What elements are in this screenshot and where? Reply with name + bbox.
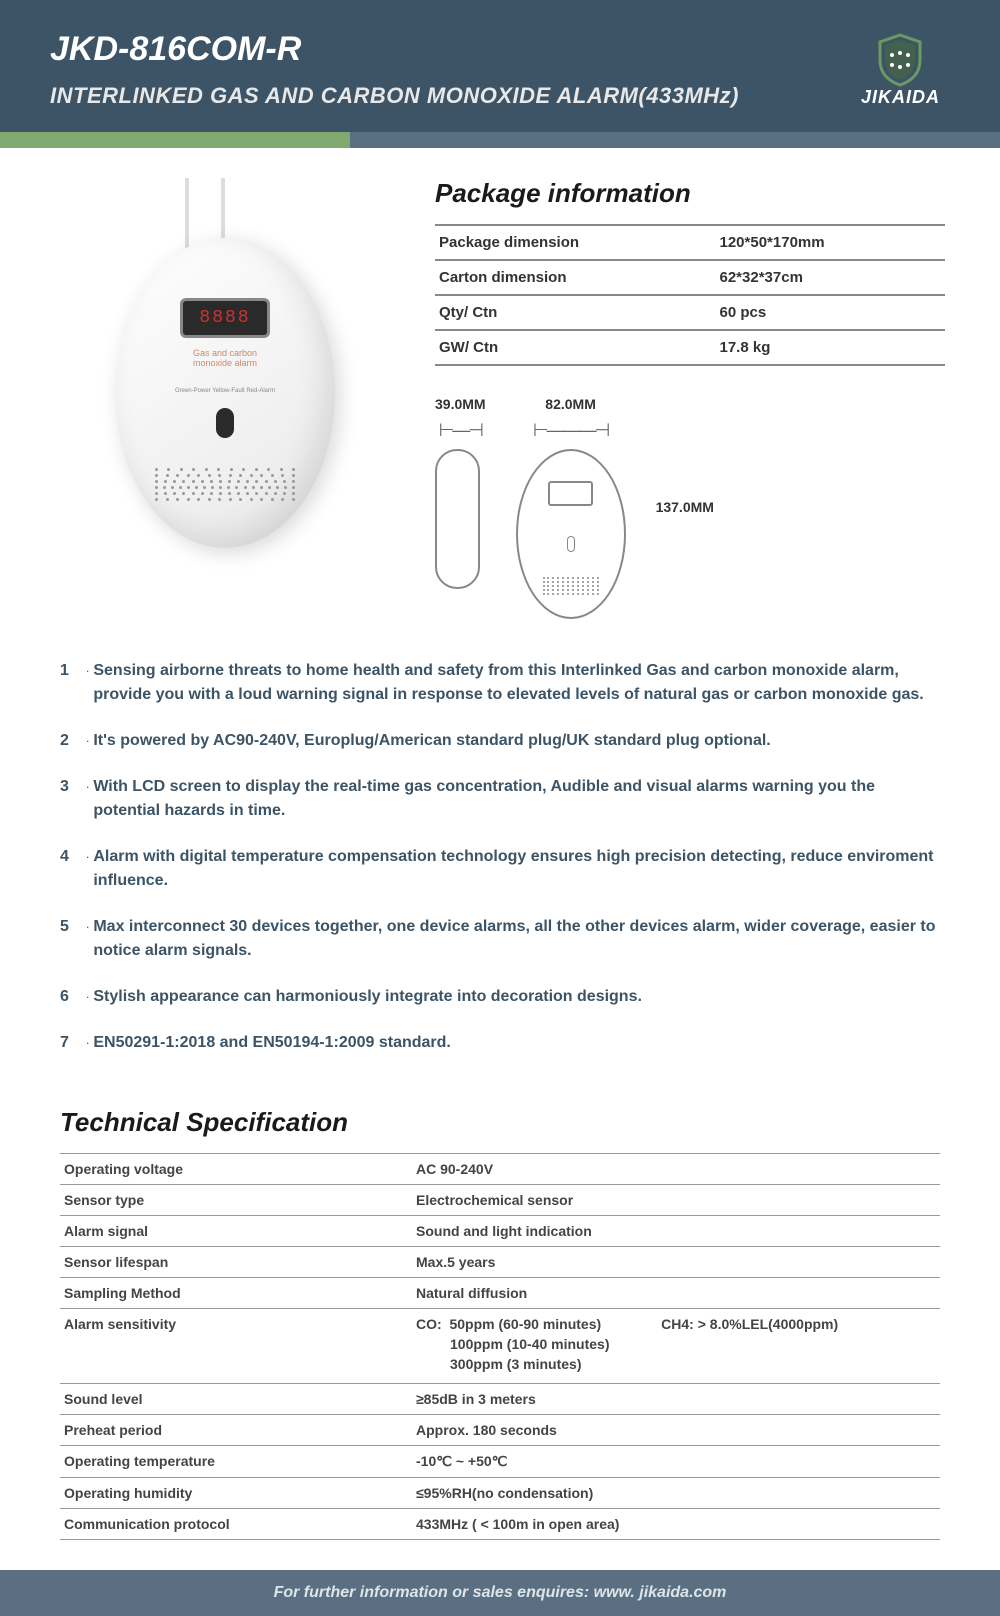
side-outline — [435, 449, 480, 589]
feature-item: 5.Max interconnect 30 devices together, … — [60, 915, 940, 963]
product-image: 8888 Gas and carbonmonoxide alarm Green-… — [55, 178, 395, 558]
feature-item: 7.EN50291-1:2018 and EN50194-1:2009 stan… — [60, 1031, 940, 1055]
tech-label: Operating humidity — [60, 1477, 412, 1508]
pkg-value: 60 pcs — [716, 295, 946, 330]
tech-table: Operating voltageAC 90-240VSensor typeEl… — [60, 1153, 940, 1540]
pkg-value: 17.8 kg — [716, 330, 946, 365]
tech-value: ≥85dB in 3 meters — [412, 1383, 940, 1414]
tech-value: Max.5 years — [412, 1246, 940, 1277]
tech-value: AC 90-240V — [412, 1153, 940, 1184]
tech-label: Sound level — [60, 1383, 412, 1414]
tech-label: Sampling Method — [60, 1277, 412, 1308]
feature-item: 6.Stylish appearance can harmoniously in… — [60, 985, 940, 1009]
pkg-label: Qty/ Ctn — [435, 295, 716, 330]
tech-label: Alarm signal — [60, 1215, 412, 1246]
tech-spec: Technical Specification Operating voltag… — [0, 1097, 1000, 1570]
tech-label: Alarm sensitivity — [60, 1308, 412, 1383]
feature-item: 1.Sensing airborne threats to home healt… — [60, 659, 940, 707]
device-label: Gas and carbonmonoxide alarm — [115, 348, 335, 368]
pkg-label: GW/ Ctn — [435, 330, 716, 365]
tech-value: Electrochemical sensor — [412, 1184, 940, 1215]
package-info: Package information Package dimension120… — [435, 178, 945, 619]
tech-label: Operating voltage — [60, 1153, 412, 1184]
header: JKD-816COM-R INTERLINKED GAS AND CARBON … — [0, 0, 1000, 132]
feature-item: 4.Alarm with digital temperature compens… — [60, 845, 940, 893]
tech-label: Communication protocol — [60, 1508, 412, 1539]
width-label: 82.0MM — [516, 396, 626, 412]
pkg-label: Carton dimension — [435, 260, 716, 295]
tech-label: Sensor type — [60, 1184, 412, 1215]
tech-value: -10℃ ~ +50℃ — [412, 1445, 940, 1477]
tech-label: Operating temperature — [60, 1445, 412, 1477]
package-table: Package dimension120*50*170mmCarton dime… — [435, 224, 945, 366]
lcd-digits: 8888 — [183, 301, 267, 335]
pkg-label: Package dimension — [435, 225, 716, 260]
tech-value: ≤95%RH(no condensation) — [412, 1477, 940, 1508]
tech-title: Technical Specification — [60, 1107, 940, 1138]
tech-value: Sound and light indication — [412, 1215, 940, 1246]
pkg-value: 62*32*37cm — [716, 260, 946, 295]
depth-label: 39.0MM — [435, 396, 486, 412]
tech-value: Natural diffusion — [412, 1277, 940, 1308]
shield-icon — [865, 30, 935, 90]
dimension-diagram: 39.0MM ⊢—⊣ 82.0MM ⊢———⊣ 137.0MM — [435, 396, 945, 619]
product-subtitle: INTERLINKED GAS AND CARBON MONOXIDE ALAR… — [50, 81, 950, 112]
height-label: 137.0MM — [656, 499, 714, 515]
feature-item: 2.It's powered by AC90-240V, Europlug/Am… — [60, 729, 940, 753]
accent-bar — [0, 132, 1000, 148]
package-title: Package information — [435, 178, 945, 209]
pkg-value: 120*50*170mm — [716, 225, 946, 260]
tech-label: Preheat period — [60, 1414, 412, 1445]
tech-value: CO: 50ppm (60-90 minutes)CH4: > 8.0%LEL(… — [412, 1308, 940, 1383]
features-list: 1.Sensing airborne threats to home healt… — [0, 639, 1000, 1097]
tech-value: 433MHz ( < 100m in open area) — [412, 1508, 940, 1539]
brand-logo: JIKAIDA — [861, 30, 940, 108]
led-labels: Green-Power Yellow-Fault Red-Alarm — [115, 388, 335, 394]
footer: For further information or sales enquire… — [0, 1570, 1000, 1616]
top-section: 8888 Gas and carbonmonoxide alarm Green-… — [0, 148, 1000, 639]
tech-label: Sensor lifespan — [60, 1246, 412, 1277]
tech-value: Approx. 180 seconds — [412, 1414, 940, 1445]
front-outline — [516, 449, 626, 619]
feature-item: 3.With LCD screen to display the real-ti… — [60, 775, 940, 823]
logo-text: JIKAIDA — [861, 87, 940, 108]
model-number: JKD-816COM-R — [50, 30, 950, 69]
